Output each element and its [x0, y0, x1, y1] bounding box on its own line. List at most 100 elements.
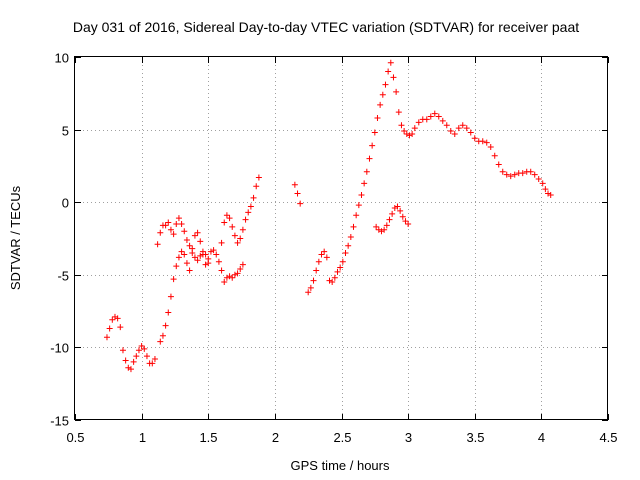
- data-point: [173, 263, 180, 270]
- data-point: [114, 315, 121, 322]
- x-tick-label: 3.5: [466, 430, 484, 445]
- data-point: [487, 144, 494, 151]
- y-tick-label: 0: [62, 196, 69, 211]
- data-point: [391, 205, 398, 212]
- data-point: [313, 267, 320, 274]
- series-arc-5: [221, 261, 246, 286]
- y-tick-label: -10: [50, 341, 69, 356]
- data-point: [547, 191, 554, 198]
- data-point: [305, 289, 312, 296]
- data-point: [375, 226, 382, 233]
- data-point: [154, 241, 161, 248]
- data-point: [361, 180, 368, 187]
- data-point: [215, 258, 222, 265]
- series-arc-4: [218, 174, 262, 246]
- data-point: [386, 216, 393, 223]
- data-point: [291, 181, 298, 188]
- data-point: [390, 74, 397, 81]
- data-point: [237, 265, 244, 272]
- data-point: [191, 232, 198, 239]
- data-point: [229, 274, 236, 281]
- data-point: [186, 242, 193, 249]
- data-point: [389, 210, 396, 217]
- axis-ticks: 0.5 1 1.5 2 2.5 3 3.5 4 4.5 -15 -10 -5 0 5 10: [50, 51, 617, 446]
- data-point: [491, 152, 498, 159]
- data-point: [507, 173, 514, 180]
- data-point: [135, 347, 142, 354]
- data-point: [117, 324, 124, 331]
- data-point: [373, 223, 380, 230]
- data-point: [141, 345, 148, 352]
- data-point: [519, 170, 526, 177]
- data-point: [218, 239, 225, 246]
- data-point: [167, 226, 174, 233]
- data-point: [237, 235, 244, 242]
- data-point: [119, 347, 126, 354]
- data-point: [315, 258, 322, 265]
- data-point: [369, 142, 376, 149]
- y-tick-label: 5: [62, 124, 69, 139]
- data-point: [223, 212, 230, 219]
- data-point: [239, 226, 246, 233]
- data-point: [157, 338, 164, 345]
- data-point: [435, 113, 442, 120]
- data-point: [297, 200, 304, 207]
- data-point: [178, 220, 185, 227]
- data-point: [181, 251, 188, 258]
- data-point: [125, 364, 132, 371]
- x-tick-label: 2.5: [333, 430, 351, 445]
- data-point: [323, 254, 330, 261]
- series-arc-7: [305, 59, 554, 296]
- data-point: [447, 128, 454, 135]
- data-point: [483, 139, 490, 146]
- data-point: [229, 223, 236, 230]
- data-point: [143, 353, 150, 360]
- data-point: [210, 247, 217, 254]
- data-point: [358, 191, 365, 198]
- data-point: [545, 190, 552, 197]
- data-point: [377, 101, 384, 108]
- x-tick-label: 0.5: [66, 430, 84, 445]
- plot-frame: [74, 56, 608, 420]
- data-point: [191, 254, 198, 261]
- data-point: [103, 334, 110, 341]
- data-point: [250, 194, 257, 201]
- x-tick-label: 4: [538, 430, 545, 445]
- data-point: [122, 357, 129, 364]
- data-point: [226, 273, 233, 280]
- x-tick-label: 1.5: [199, 430, 217, 445]
- data-point: [345, 242, 352, 249]
- data-point: [415, 119, 422, 126]
- x-tick-label: 3: [405, 430, 412, 445]
- data-point: [189, 245, 196, 252]
- data-point: [337, 264, 344, 271]
- data-point: [405, 220, 412, 227]
- data-point: [321, 248, 328, 255]
- data-point: [186, 267, 193, 274]
- data-point: [511, 171, 518, 178]
- data-point: [194, 257, 201, 264]
- data-point: [234, 239, 241, 246]
- data-point: [439, 117, 446, 124]
- data-point: [455, 125, 462, 132]
- data-point: [138, 342, 145, 349]
- data-point: [374, 114, 381, 121]
- data-point: [363, 168, 370, 175]
- data-point: [231, 271, 238, 278]
- x-tick-label: 2: [272, 430, 279, 445]
- series-arc-8: [373, 203, 412, 235]
- data-point: [109, 316, 116, 323]
- data-point: [130, 358, 137, 365]
- data-point: [255, 174, 262, 181]
- chart-title: Day 031 of 2016, Sidereal Day-to-day VTE…: [73, 19, 579, 35]
- data-point: [170, 231, 177, 238]
- data-point: [151, 356, 158, 363]
- data-point: [387, 59, 394, 66]
- data-point: [467, 129, 474, 136]
- data-point: [451, 130, 458, 137]
- data-point: [499, 168, 506, 175]
- data-point: [162, 322, 169, 329]
- data-point: [239, 261, 246, 268]
- data-point: [310, 277, 317, 284]
- data-point: [339, 258, 346, 265]
